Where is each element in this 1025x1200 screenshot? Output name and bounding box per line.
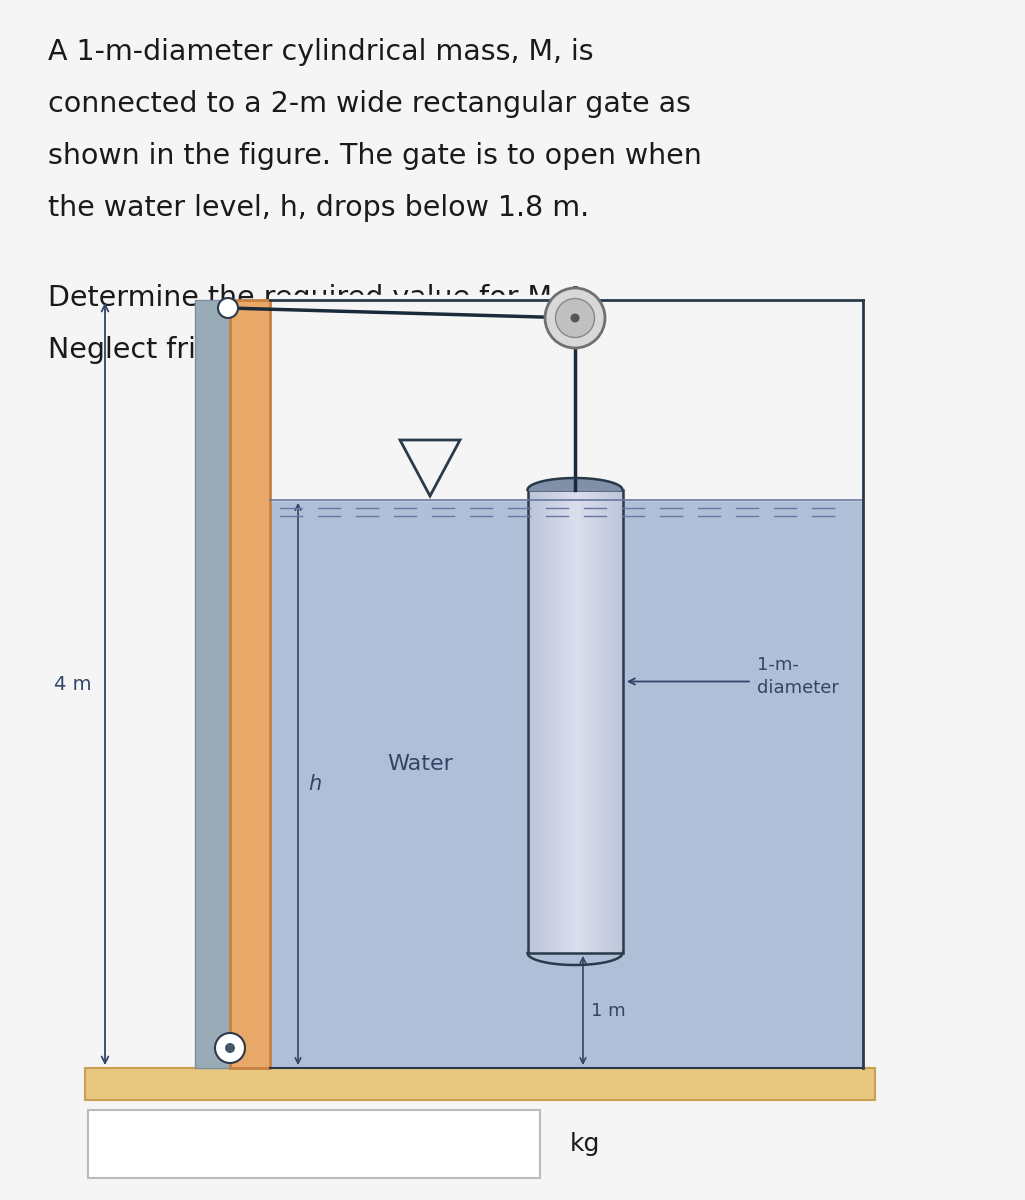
Text: the water level, h, drops below 1.8 m.: the water level, h, drops below 1.8 m.: [48, 194, 589, 222]
Bar: [598, 490, 602, 953]
Bar: [534, 490, 538, 953]
Bar: [607, 490, 611, 953]
Text: shown in the figure. The gate is to open when: shown in the figure. The gate is to open…: [48, 142, 702, 170]
Bar: [620, 490, 624, 953]
Bar: [594, 490, 599, 953]
Bar: [537, 490, 541, 953]
Bar: [550, 490, 555, 953]
Text: Neglect friction at the gate hinge and the pulley.: Neglect friction at the gate hinge and t…: [48, 336, 740, 364]
Text: Water: Water: [387, 754, 453, 774]
Bar: [563, 490, 567, 953]
Circle shape: [556, 299, 594, 337]
Bar: [588, 490, 592, 953]
Bar: [566, 490, 570, 953]
Bar: [579, 490, 583, 953]
Bar: [601, 490, 605, 953]
Text: Determine the required value for M.: Determine the required value for M.: [48, 284, 561, 312]
Bar: [557, 490, 561, 953]
Bar: [560, 490, 564, 953]
Bar: [270, 500, 863, 1068]
Bar: [230, 300, 270, 1068]
Bar: [195, 300, 235, 1068]
Bar: [528, 490, 623, 953]
Bar: [585, 490, 589, 953]
Bar: [610, 490, 615, 953]
Text: h: h: [308, 774, 321, 794]
Circle shape: [545, 288, 605, 348]
Text: A 1-m-diameter cylindrical mass, M, is: A 1-m-diameter cylindrical mass, M, is: [48, 38, 593, 66]
Bar: [547, 490, 551, 953]
Text: 4 m: 4 m: [53, 674, 91, 694]
Circle shape: [215, 1033, 245, 1063]
Circle shape: [226, 1043, 235, 1054]
Text: 1 m: 1 m: [591, 1002, 625, 1020]
Text: kg: kg: [570, 1132, 601, 1156]
Bar: [572, 490, 576, 953]
Bar: [575, 490, 580, 953]
Bar: [582, 490, 586, 953]
Bar: [88, 1110, 540, 1178]
Circle shape: [571, 313, 579, 323]
Circle shape: [218, 298, 238, 318]
Bar: [85, 1068, 875, 1100]
Bar: [591, 490, 596, 953]
Bar: [544, 490, 548, 953]
Bar: [531, 490, 535, 953]
Text: connected to a 2-m wide rectangular gate as: connected to a 2-m wide rectangular gate…: [48, 90, 691, 118]
Bar: [604, 490, 608, 953]
Bar: [528, 490, 532, 953]
Text: 1-m-
diameter: 1-m- diameter: [757, 656, 838, 697]
Bar: [569, 490, 573, 953]
Bar: [614, 490, 618, 953]
Bar: [617, 490, 621, 953]
Bar: [540, 490, 545, 953]
Bar: [554, 490, 558, 953]
